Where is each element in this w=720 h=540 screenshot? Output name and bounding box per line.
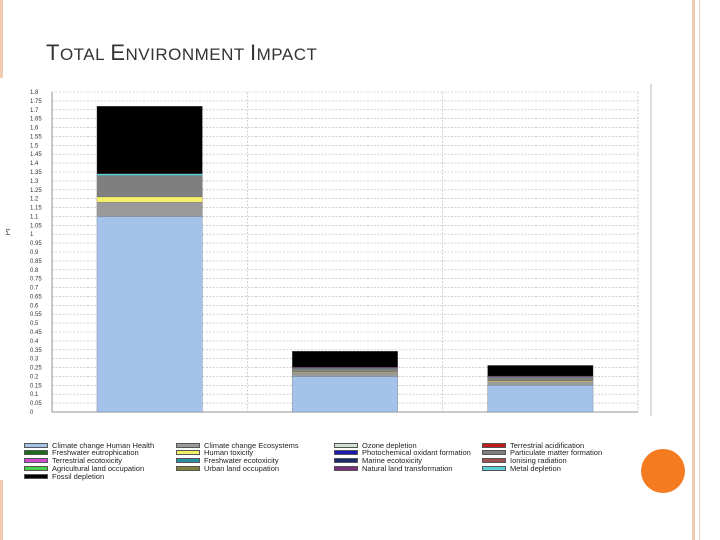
y-tick-label: 1	[30, 232, 34, 238]
legend-swatch	[334, 443, 358, 448]
y-tick-label: 0.8	[30, 268, 39, 274]
legend-label: Fossil depletion	[52, 472, 104, 481]
y-tick-label: 0.5	[30, 321, 39, 327]
bar-segment	[488, 385, 593, 412]
y-tick-label: 0.25	[30, 366, 42, 372]
y-tick-label: 1.6	[30, 126, 39, 132]
legend-item: Metal depletion	[482, 464, 561, 472]
legend-swatch	[482, 450, 506, 455]
bar-segment	[488, 365, 593, 376]
y-tick-label: 1.8	[30, 90, 39, 96]
slide-title: TOTAL ENVIRONMENT IMPACT	[46, 40, 317, 66]
legend-swatch	[482, 458, 506, 463]
y-tick-label: 1.1	[30, 214, 39, 220]
y-tick-label: 1.2	[30, 197, 39, 203]
bar-segment	[292, 368, 397, 372]
legend-label: Natural land transformation	[362, 464, 452, 473]
title-part: I	[250, 40, 257, 65]
bar-segment	[97, 202, 202, 216]
bar-segment	[292, 373, 397, 377]
bar-segment	[97, 106, 202, 174]
bar-segment	[97, 176, 202, 197]
bar-segment	[97, 197, 202, 202]
y-tick-label: 0.3	[30, 357, 39, 363]
y-tick-label: 0.35	[30, 348, 42, 354]
legend-item: Urban land occupation	[176, 464, 279, 472]
bar-segment	[292, 351, 397, 367]
y-tick-label: 1.7	[30, 108, 39, 114]
bar-segment	[488, 382, 593, 386]
y-tick-label: 1.4	[30, 161, 39, 167]
legend-swatch	[482, 443, 506, 448]
title-part: OTAL	[60, 45, 110, 64]
y-tick-label: 0.85	[30, 259, 42, 265]
y-tick-label: 0.1	[30, 392, 39, 398]
y-tick-label: 0.6	[30, 303, 39, 309]
legend-swatch	[24, 443, 48, 448]
bar-segment	[488, 377, 593, 381]
bar-segment	[97, 174, 202, 176]
chart-panel: 0 0.05 0.1 0.15 0.2 0.25 0.3 0.35 0.4 0.45 0.5 0.55…	[6, 84, 652, 416]
legend-swatch	[24, 474, 48, 479]
y-tick-label: 0.4	[30, 339, 39, 345]
y-tick-label: 0.15	[30, 383, 42, 389]
y-tick-label: 0.05	[30, 401, 42, 407]
y-tick-label: 1.65	[30, 117, 42, 123]
legend-item: Natural land transformation	[334, 464, 452, 472]
frame-accent-left-bottom	[0, 480, 3, 540]
y-tick-label: 0.75	[30, 277, 42, 283]
chart-legend: Climate change Human Health Freshwater eu…	[24, 441, 644, 481]
legend-swatch	[334, 450, 358, 455]
legend-swatch	[176, 443, 200, 448]
legend-label: Metal depletion	[510, 464, 561, 473]
y-tick-label: 1.15	[30, 206, 42, 212]
y-tick-label: 1.55	[30, 134, 42, 140]
stacked-bar-chart: 0 0.05 0.1 0.15 0.2 0.25 0.3 0.35 0.4 0.45 0.5 0.55…	[6, 84, 650, 416]
y-tick-label: 0.95	[30, 241, 42, 247]
title-part: E	[110, 40, 125, 65]
title-part: T	[46, 40, 60, 65]
y-tick-label: 0.7	[30, 286, 39, 292]
y-tick-label: 1.25	[30, 188, 42, 194]
legend-swatch	[334, 466, 358, 471]
legend-swatch	[24, 450, 48, 455]
legend-swatch	[482, 466, 506, 471]
y-tick-label: 0.55	[30, 312, 42, 318]
title-part: MPACT	[257, 45, 318, 64]
legend-swatch	[176, 458, 200, 463]
y-tick-label: 0	[30, 410, 34, 416]
y-tick-label: 0.65	[30, 294, 42, 300]
y-tick-label: 1.3	[30, 179, 39, 185]
legend-swatch	[24, 458, 48, 463]
frame-accent-left-top	[0, 0, 3, 78]
bar-segment	[97, 216, 202, 412]
decorative-orange-circle	[641, 449, 685, 493]
legend-item: Fossil depletion	[24, 472, 104, 480]
y-tick-label: 1.35	[30, 170, 42, 176]
frame-accent-right	[692, 0, 695, 540]
legend-swatch	[334, 458, 358, 463]
y-tick-label: 0.45	[30, 330, 42, 336]
y-tick-label: 1.05	[30, 223, 42, 229]
bar-segment	[292, 376, 397, 412]
legend-swatch	[176, 466, 200, 471]
y-tick-label: 0.2	[30, 374, 39, 380]
y-tick-label: 1.75	[30, 99, 42, 105]
y-tick-label: 1.5	[30, 143, 39, 149]
frame-accent-right-thin	[699, 0, 700, 540]
legend-label: Urban land occupation	[204, 464, 279, 473]
legend-swatch	[176, 450, 200, 455]
legend-swatch	[24, 466, 48, 471]
title-part: NVIRONMENT	[126, 45, 251, 64]
y-tick-label: 0.9	[30, 250, 39, 256]
y-axis-label: Pt	[6, 229, 12, 236]
y-tick-label: 1.45	[30, 152, 42, 158]
